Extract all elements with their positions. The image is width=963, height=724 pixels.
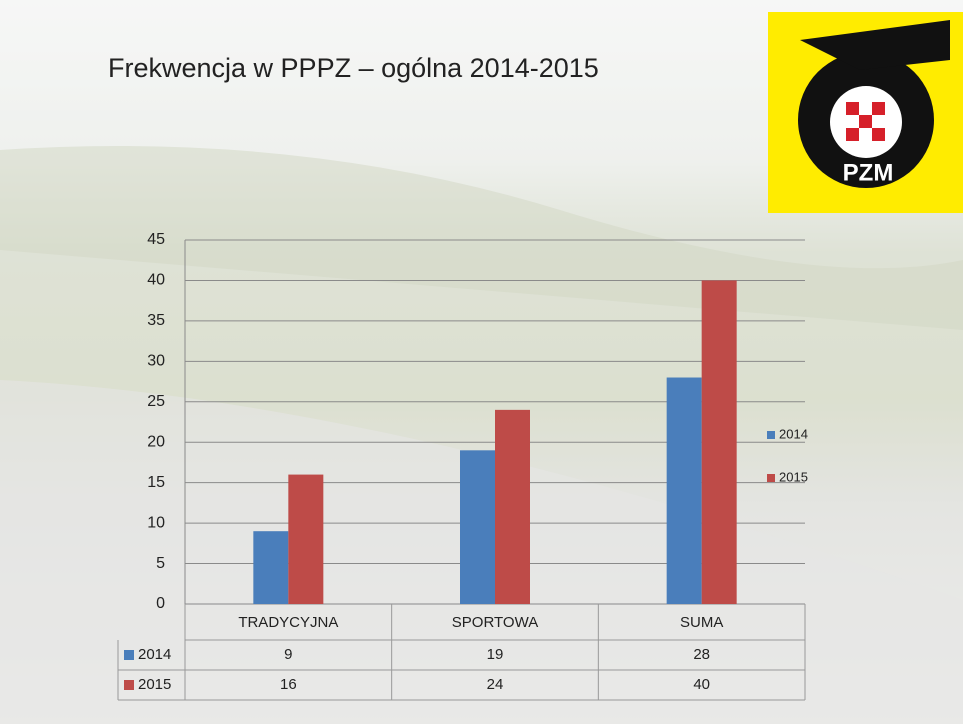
table-value: 28 <box>693 646 710 663</box>
logo-check <box>872 102 885 115</box>
bar <box>701 280 737 604</box>
logo-check <box>846 102 859 115</box>
y-tick-label: 5 <box>156 555 165 572</box>
table-key <box>124 680 134 690</box>
bar <box>253 531 289 604</box>
y-tick-label: 30 <box>147 353 165 370</box>
logo-check <box>872 128 885 141</box>
bar <box>495 409 530 604</box>
legend-key <box>767 474 775 482</box>
table-key <box>124 650 134 660</box>
chart-title: Frekwencja w PPPZ – ogólna 2014-2015 <box>108 53 599 83</box>
y-tick-label: 45 <box>147 231 165 248</box>
table-value: 40 <box>693 676 710 693</box>
x-tick-label: TRADYCYJNA <box>238 614 338 631</box>
x-tick-label: SPORTOWA <box>452 614 538 631</box>
table-series-name: 2015 <box>138 676 171 693</box>
y-tick-label: 15 <box>147 474 165 491</box>
table-value: 19 <box>487 646 504 663</box>
logo-text: PZM <box>843 159 894 186</box>
logo-check <box>846 128 859 141</box>
logo: PZM <box>768 12 963 213</box>
logo-wing <box>800 20 950 70</box>
bar <box>666 377 702 604</box>
y-tick-label: 35 <box>147 312 165 329</box>
table-value: 16 <box>280 676 297 693</box>
table-value: 24 <box>487 676 504 693</box>
bar <box>288 474 324 604</box>
legend-key <box>767 431 775 439</box>
bar <box>460 450 495 604</box>
y-tick-label: 20 <box>147 433 165 450</box>
logo-check <box>859 115 872 128</box>
y-tick-label: 10 <box>147 514 165 531</box>
y-tick-label: 0 <box>156 595 165 612</box>
table-value: 9 <box>284 646 292 663</box>
y-tick-label: 25 <box>147 393 165 410</box>
legend-label: 2014 <box>779 426 808 441</box>
x-tick-label: SUMA <box>680 614 723 631</box>
y-tick-label: 40 <box>147 272 165 289</box>
legend-label: 2015 <box>779 469 808 484</box>
table-series-name: 2014 <box>138 646 171 663</box>
